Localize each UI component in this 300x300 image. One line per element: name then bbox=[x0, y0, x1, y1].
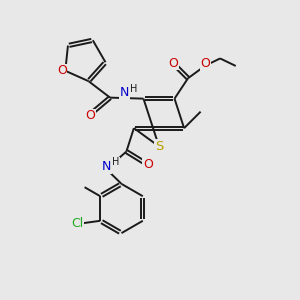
Text: S: S bbox=[155, 140, 163, 153]
Text: H: H bbox=[112, 158, 120, 167]
Text: N: N bbox=[120, 86, 129, 99]
Text: O: O bbox=[168, 57, 178, 70]
Text: Cl: Cl bbox=[71, 217, 83, 230]
Text: O: O bbox=[143, 158, 153, 171]
Text: H: H bbox=[130, 83, 137, 94]
Text: O: O bbox=[57, 64, 67, 77]
Text: N: N bbox=[102, 160, 112, 173]
Text: O: O bbox=[85, 109, 95, 122]
Text: O: O bbox=[200, 57, 210, 70]
